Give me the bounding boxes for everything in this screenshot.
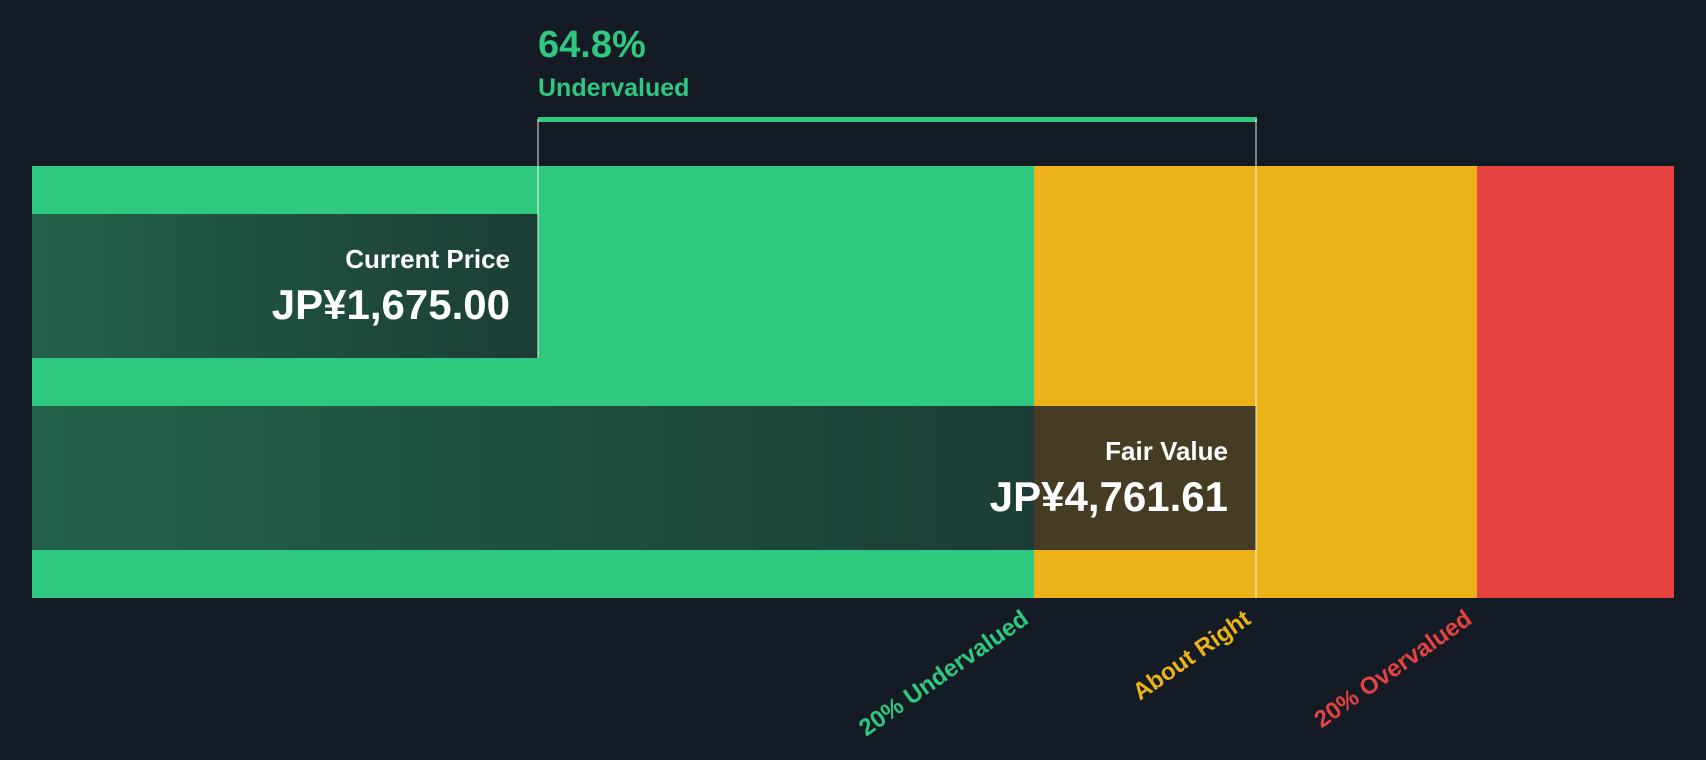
current-price-marker [537,119,539,358]
current-price-bar: Current Price JP¥1,675.00 [32,214,538,358]
discount-bracket-line [538,117,1257,122]
valuation-status: Undervalued [538,74,690,102]
zone-overvalued [1477,166,1674,598]
fair-value-label: Fair Value [1105,435,1228,466]
zone-label-about-right: About Right [1127,605,1256,706]
current-price-value: JP¥1,675.00 [271,280,510,328]
fair-value-value: JP¥4,761.61 [989,472,1228,520]
fair-value-bar-yellow-part [1034,406,1256,550]
zone-label-overvalued: 20% Overvalued [1309,605,1477,734]
fair-value-bar: Fair Value JP¥4,761.61 [32,406,1256,550]
zone-label-undervalued: 20% Undervalued [854,605,1034,742]
fair-value-marker [1255,119,1257,598]
current-price-label: Current Price [345,243,510,274]
fair-value-bar-green-part [32,406,1034,550]
discount-percent: 64.8% [538,24,646,66]
